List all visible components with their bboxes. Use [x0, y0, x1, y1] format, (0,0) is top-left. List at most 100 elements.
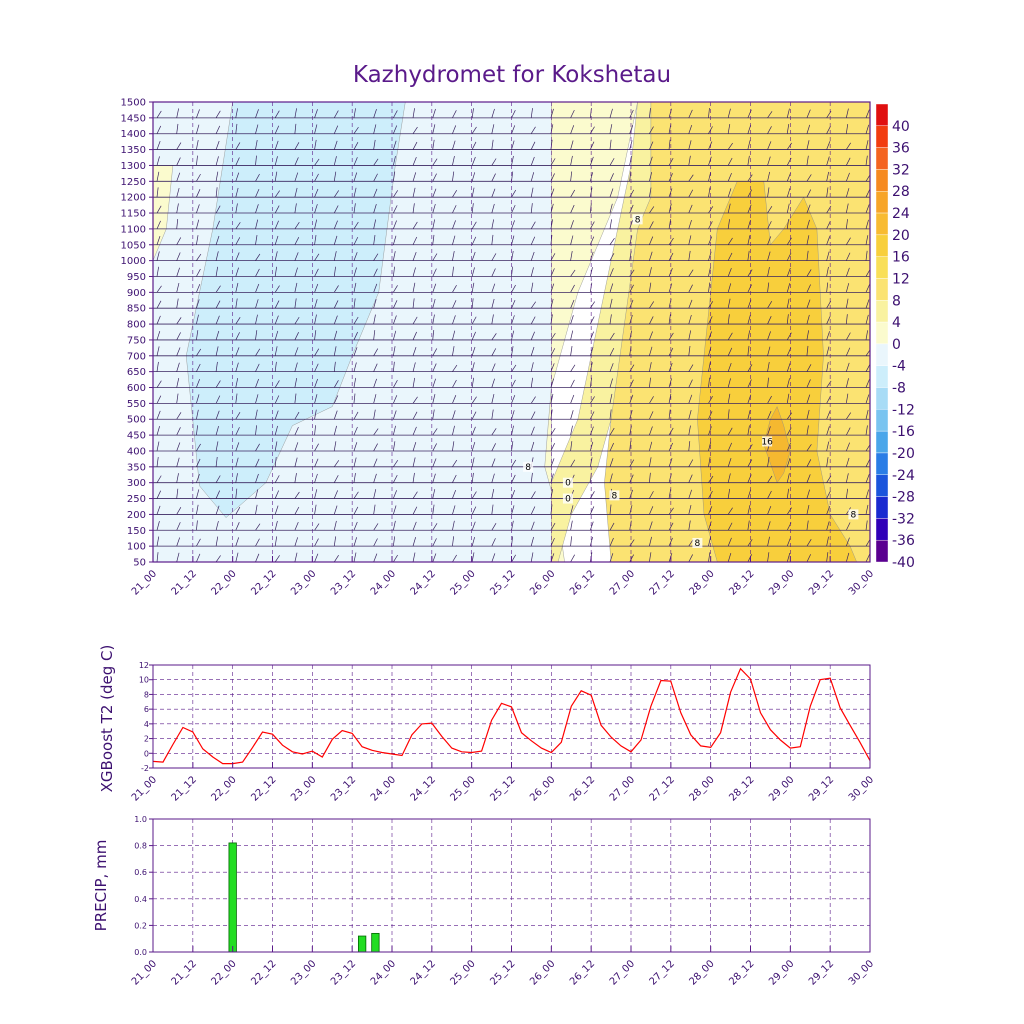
precip-ylabel: PRECIP, mm — [92, 840, 110, 932]
wind-barb — [570, 250, 573, 261]
wind-barb — [274, 140, 279, 150]
colorbar-swatch — [875, 169, 889, 192]
wind-barb — [786, 124, 790, 134]
x-tick-label: 22_12 — [249, 568, 278, 597]
wind-barb — [156, 395, 162, 404]
wind-barb — [826, 410, 831, 420]
wind-barb — [589, 141, 595, 150]
x-tick-label: 25_12 — [488, 958, 517, 987]
wind-barb — [649, 377, 651, 388]
wind-barb — [156, 521, 160, 531]
wind-barb — [393, 554, 398, 562]
wind-barb — [274, 251, 278, 261]
wind-barb — [176, 473, 179, 483]
wind-barb — [452, 102, 453, 103]
wind-barb — [452, 505, 456, 515]
wind-barb — [668, 283, 673, 293]
wind-barb — [491, 188, 496, 198]
wind-barb — [432, 378, 436, 388]
wind-barb — [471, 411, 477, 420]
wind-barb — [333, 441, 337, 452]
wind-barb — [373, 219, 377, 229]
wind-barb — [274, 190, 280, 198]
wind-barb — [767, 552, 770, 562]
wind-barb — [235, 552, 239, 562]
wind-barb — [767, 300, 773, 309]
wind-barb — [373, 314, 376, 325]
wind-barb — [471, 346, 476, 356]
wind-barb — [511, 299, 516, 309]
wind-barb — [491, 298, 495, 309]
x-tick-label: 23_00 — [289, 958, 318, 987]
wind-barb — [393, 490, 398, 499]
wind-barb — [530, 552, 534, 562]
wind-barb — [530, 362, 534, 372]
wind-barb — [452, 520, 455, 531]
x-tick-label: 26_00 — [528, 774, 557, 803]
wind-barb — [688, 269, 694, 277]
wind-barb — [668, 488, 672, 499]
wind-barb — [688, 394, 693, 404]
wind-barb — [845, 473, 849, 483]
wind-barb — [215, 361, 218, 372]
wind-barb — [865, 204, 870, 214]
wind-barb — [570, 554, 575, 562]
wind-barb — [333, 520, 337, 531]
wind-barb — [747, 520, 750, 531]
wind-barb — [412, 203, 415, 214]
wind-barb — [353, 331, 358, 341]
wind-barb — [530, 396, 536, 404]
wind-barb — [511, 520, 514, 531]
wind-barb — [274, 475, 280, 483]
wind-barb — [294, 362, 298, 372]
wind-barb — [196, 330, 199, 340]
wind-barb — [353, 187, 357, 198]
wind-barb — [215, 187, 218, 198]
wind-barb — [471, 126, 477, 134]
x-tick-label: 30_00 — [847, 958, 876, 987]
wind-barb — [235, 457, 239, 467]
wind-barb — [727, 314, 730, 325]
wind-barb — [176, 522, 181, 531]
wind-barb — [452, 251, 455, 261]
wind-barb — [570, 235, 574, 245]
wind-barb — [235, 377, 239, 388]
wind-barb — [806, 269, 812, 277]
wind-barb — [412, 316, 418, 325]
wind-barb — [156, 380, 162, 388]
wind-barb — [530, 282, 534, 293]
wind-barb — [412, 172, 417, 182]
filled-contours — [153, 102, 870, 562]
wind-barb — [393, 315, 397, 325]
wind-barb — [708, 251, 712, 261]
contour-label: 16 — [761, 436, 773, 447]
wind-barb — [708, 457, 711, 467]
wind-barb — [373, 173, 378, 182]
wind-barb — [727, 409, 730, 420]
wind-barb — [845, 427, 851, 436]
wind-barb — [806, 459, 812, 467]
wind-barb — [392, 266, 395, 277]
wind-barb — [747, 250, 750, 261]
wind-barb — [412, 298, 415, 309]
wind-barb — [649, 267, 652, 277]
wind-barb — [176, 552, 180, 562]
wind-barb — [274, 425, 278, 436]
wind-barb — [806, 554, 812, 562]
wind-barb — [491, 443, 496, 452]
wind-barb — [649, 126, 654, 134]
wind-barb — [530, 346, 535, 356]
wind-barb — [215, 346, 219, 356]
wind-barb — [845, 362, 850, 372]
colorbar-label: -28 — [892, 490, 915, 506]
wind-barb — [747, 155, 750, 166]
wind-barb — [747, 364, 753, 372]
wind-barb — [570, 155, 573, 166]
wind-barb — [471, 141, 477, 150]
wind-barb — [649, 282, 652, 293]
wind-barb — [609, 237, 615, 245]
wind-barb — [452, 110, 457, 119]
colorbar-swatch — [875, 278, 889, 301]
wind-barb — [432, 102, 434, 103]
